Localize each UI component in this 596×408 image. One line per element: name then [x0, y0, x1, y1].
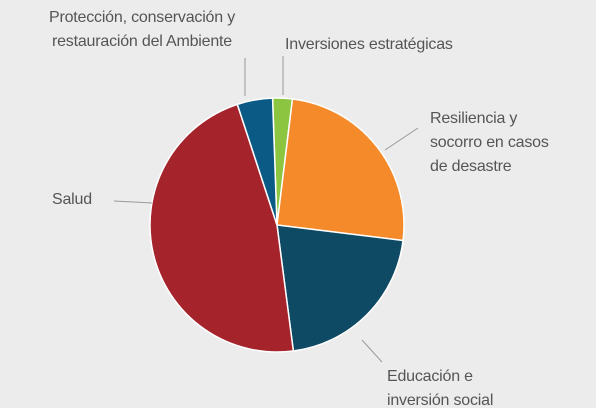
leader-line — [113, 200, 153, 204]
leader-line — [361, 339, 383, 363]
slice-label: Protección, conservación y restauración … — [48, 9, 235, 50]
pie-slice — [276, 98, 405, 242]
slice-label: Salud — [52, 191, 92, 208]
pie-slice — [236, 97, 278, 226]
leader-line — [384, 127, 419, 151]
slice-label: Inversiones estratégicas — [285, 36, 453, 53]
slice-label: Educación e inversión social — [387, 368, 494, 408]
pie-slice — [276, 224, 404, 352]
slice-label: Resiliencia y socorro en casos de desast… — [430, 110, 549, 175]
